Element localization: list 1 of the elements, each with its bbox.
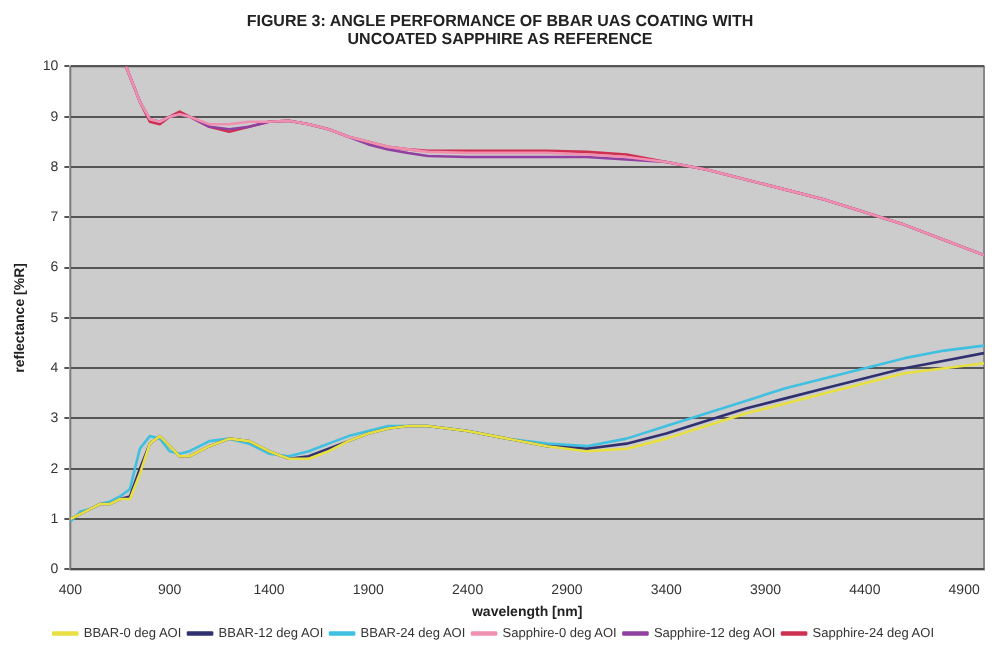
chart-title: FIGURE 3: ANGLE PERFORMANCE OF BBAR UAS COATING WITH UNCOATED SAPPHIRE AS REFERENCE <box>244 10 756 52</box>
